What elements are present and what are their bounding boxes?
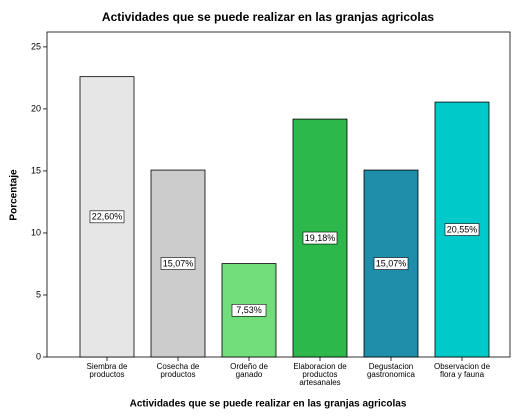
- x-tick-label: Degustacion gastronomica: [367, 362, 416, 379]
- y-tick-label: 0: [36, 351, 41, 361]
- value-label-box: [373, 257, 409, 270]
- plot-frame: [46, 31, 511, 358]
- value-label-box: [444, 223, 480, 236]
- value-label-box: [89, 210, 125, 224]
- value-label: 19,18%: [305, 233, 336, 243]
- value-label-box: [302, 231, 338, 245]
- chart-title: Actividades que se puede realizar en las…: [102, 10, 434, 24]
- y-tick-label: 5: [36, 289, 41, 299]
- x-tick-label: Elaboracion de productos artesanales: [293, 362, 347, 387]
- x-axis-label: Actividades que se puede realizar en las…: [130, 399, 407, 410]
- value-label: 7,53%: [236, 305, 262, 315]
- value-label-box: [160, 257, 196, 270]
- y-tick-label: 15: [31, 165, 41, 175]
- value-label: 15,07%: [376, 258, 407, 268]
- value-label: 15,07%: [163, 258, 194, 268]
- x-tick-label: Cosecha de productos: [157, 362, 200, 379]
- y-tick-label: 25: [31, 41, 41, 51]
- x-tick-label: Observacion de flora y fauna: [434, 362, 491, 379]
- y-axis-label: Porcentaje: [9, 169, 20, 221]
- y-tick-label: 20: [31, 103, 41, 113]
- y-tick-label: 10: [31, 227, 41, 237]
- value-label-box: [231, 303, 267, 317]
- x-tick-label: Ordeño de ganado: [230, 362, 268, 379]
- x-tick-label: Siembra de productos: [87, 362, 128, 379]
- value-label: 20,55%: [447, 224, 478, 234]
- value-label: 22,60%: [92, 212, 123, 222]
